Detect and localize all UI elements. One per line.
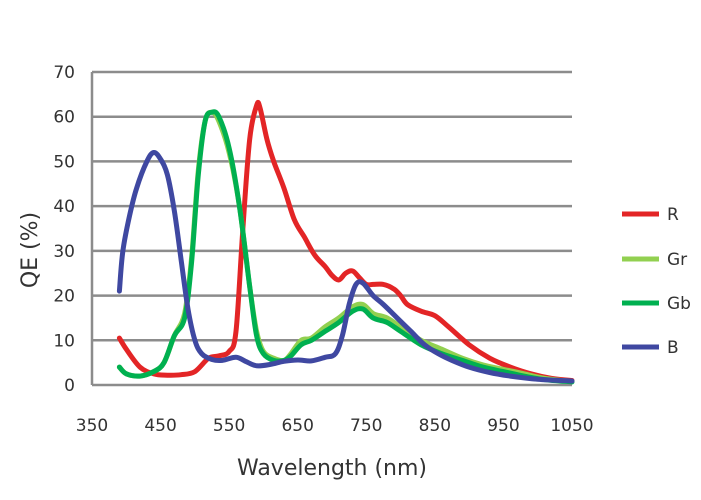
x-tick-350: 350 bbox=[76, 416, 108, 436]
legend-label-b: B bbox=[667, 338, 679, 358]
x-tick-950: 950 bbox=[487, 416, 519, 436]
y-tick-50: 50 bbox=[53, 152, 75, 172]
x-tick-850: 850 bbox=[419, 416, 451, 436]
x-tick-550: 550 bbox=[213, 416, 245, 436]
y-tick-labels: 0 10 20 30 40 50 60 70 bbox=[53, 63, 75, 396]
x-tick-labels: 350 450 550 650 750 850 950 1050 bbox=[76, 416, 594, 436]
legend-label-r: R bbox=[667, 205, 679, 225]
y-axis-title: QE (%) bbox=[18, 212, 43, 288]
series-lines bbox=[116, 99, 575, 385]
legend: R Gr Gb B bbox=[622, 205, 691, 358]
series-line-r bbox=[116, 99, 575, 383]
y-tick-60: 60 bbox=[53, 108, 75, 128]
y-tick-70: 70 bbox=[53, 63, 75, 83]
x-tick-1050: 1050 bbox=[550, 416, 593, 436]
y-tick-10: 10 bbox=[53, 331, 75, 351]
gridlines bbox=[90, 70, 572, 387]
y-tick-20: 20 bbox=[53, 287, 75, 307]
y-tick-0: 0 bbox=[64, 376, 75, 396]
x-tick-450: 450 bbox=[144, 416, 176, 436]
y-tick-40: 40 bbox=[53, 197, 75, 217]
y-tick-30: 30 bbox=[53, 242, 75, 262]
x-tick-650: 650 bbox=[281, 416, 313, 436]
x-axis-title: Wavelength (nm) bbox=[237, 456, 427, 481]
series-line-b bbox=[116, 149, 575, 384]
legend-label-gr: Gr bbox=[667, 250, 687, 270]
x-tick-750: 750 bbox=[350, 416, 382, 436]
legend-label-gb: Gb bbox=[667, 294, 691, 314]
